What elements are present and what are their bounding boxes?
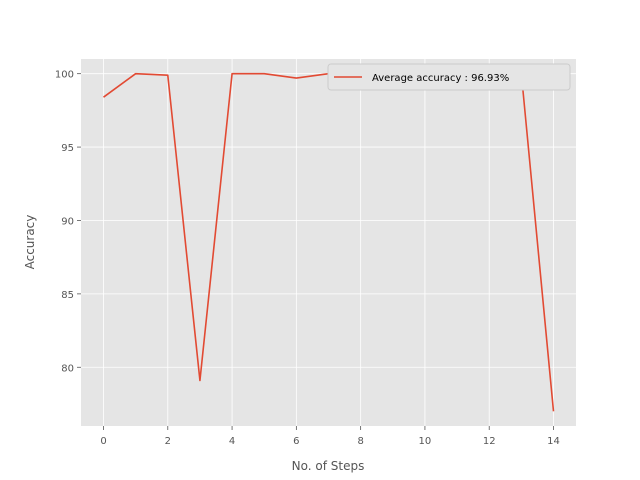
x-tick-label: 10	[419, 436, 432, 447]
y-tick-label: 90	[61, 216, 74, 227]
x-tick-label: 12	[483, 436, 496, 447]
x-tick-label: 8	[357, 436, 363, 447]
y-axis-label: Accuracy	[23, 215, 37, 270]
x-tick-label: 4	[229, 436, 235, 447]
grid-x	[103, 59, 554, 426]
y-tick-label: 85	[61, 290, 74, 301]
x-tick-label: 0	[100, 436, 106, 447]
y-tick-label: 95	[61, 143, 74, 154]
x-axis-label: No. of Steps	[292, 459, 365, 473]
x-ticks: 0 2 4 6 8 10 12 14	[100, 426, 560, 447]
legend-box	[327, 63, 571, 91]
legend: Average accuracy : 96.93%	[327, 63, 571, 91]
plot-area	[81, 59, 576, 426]
x-tick-label: 6	[293, 436, 299, 447]
legend-label: Average accuracy : 96.93%	[372, 73, 509, 84]
x-tick-label: 2	[165, 436, 171, 447]
y-ticks: 80 85 90 95 100	[55, 70, 81, 374]
x-tick-label: 14	[547, 436, 560, 447]
y-tick-label: 80	[61, 363, 74, 374]
y-tick-label: 100	[55, 70, 74, 81]
